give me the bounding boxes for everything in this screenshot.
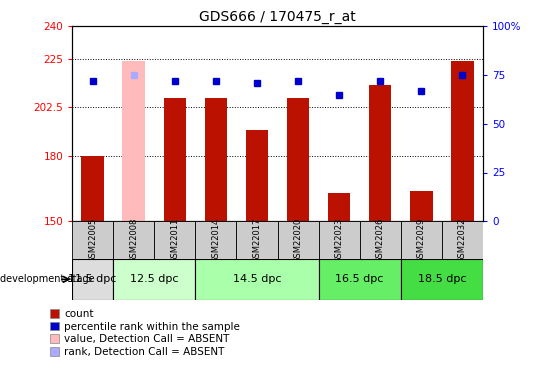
Text: GSM22017: GSM22017 [253,217,261,262]
Text: GSM22014: GSM22014 [211,217,220,262]
Bar [72,221,113,259]
Bar [82,156,104,221]
Bar [319,221,360,259]
Text: 12.5 dpc: 12.5 dpc [130,274,179,284]
Bar [236,221,278,259]
Bar [401,221,442,259]
Text: GSM22023: GSM22023 [335,217,344,262]
Bar [154,221,195,259]
Text: 16.5 dpc: 16.5 dpc [335,274,384,284]
Bar [410,191,432,221]
Bar [451,61,473,221]
Bar [195,259,319,300]
Text: 14.5 dpc: 14.5 dpc [233,274,281,284]
Text: 11.5 dpc: 11.5 dpc [68,274,117,284]
Bar [72,259,113,300]
Bar [205,98,227,221]
Bar [328,193,350,221]
Bar [195,221,236,259]
Bar [278,221,319,259]
Text: GSM22011: GSM22011 [170,217,179,262]
Text: GSM22008: GSM22008 [129,217,138,262]
Text: GSM22029: GSM22029 [417,217,426,262]
Bar [442,221,483,259]
Text: 18.5 dpc: 18.5 dpc [417,274,466,284]
Bar [113,259,195,300]
Text: GSM22026: GSM22026 [376,217,385,262]
Bar [123,61,145,221]
Bar [287,98,309,221]
Bar [360,221,401,259]
Bar [401,259,483,300]
Legend: count, percentile rank within the sample, value, Detection Call = ABSENT, rank, : count, percentile rank within the sample… [49,309,240,357]
Text: GSM22020: GSM22020 [294,217,302,262]
Text: development stage: development stage [0,274,94,284]
Title: GDS666 / 170475_r_at: GDS666 / 170475_r_at [199,10,356,24]
Bar [164,98,186,221]
Text: GSM22005: GSM22005 [88,217,97,262]
Bar [369,85,391,221]
Bar [319,259,401,300]
Text: GSM22032: GSM22032 [458,217,467,262]
Bar [113,221,154,259]
Bar [246,130,268,221]
